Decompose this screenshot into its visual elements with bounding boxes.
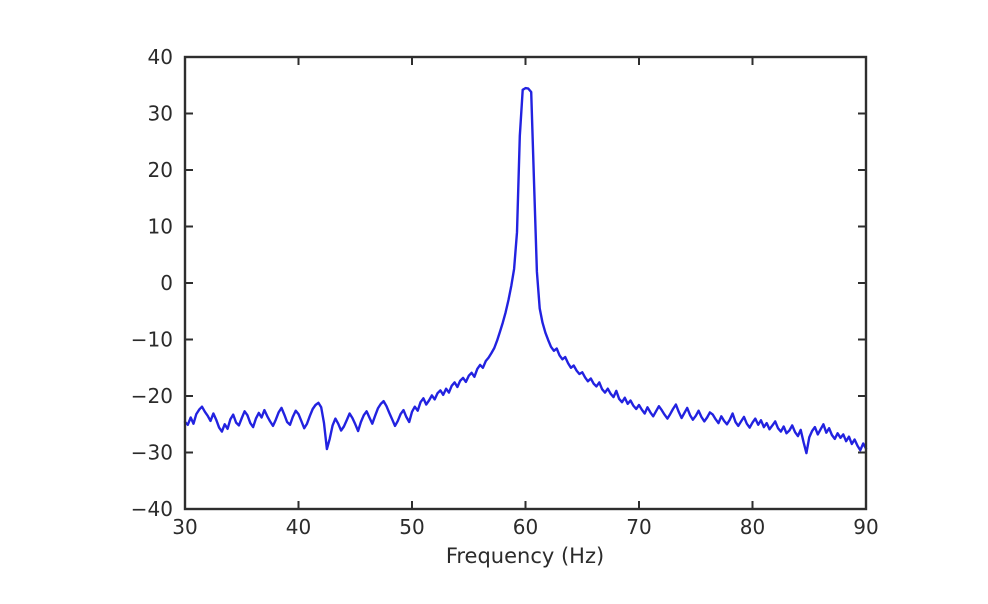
x-tick-label: 80 — [740, 515, 765, 539]
y-tick-label: 40 — [148, 45, 173, 69]
plot-area — [185, 57, 866, 509]
y-tick-label: 20 — [148, 158, 173, 182]
y-tick-label: −20 — [131, 384, 173, 408]
y-tick-label: −40 — [131, 497, 173, 521]
spectrum-line — [183, 86, 868, 455]
x-tick-label: 30 — [172, 515, 197, 539]
y-tick-label: 10 — [148, 215, 173, 239]
x-tick-label: 70 — [626, 515, 651, 539]
y-tick-label: 30 — [148, 102, 173, 126]
axis-tick-labels: 30 40 50 60 70 80 90 40 30 20 10 0 −10 −20 −30 −40 — [131, 45, 879, 539]
x-tick-label: 40 — [286, 515, 311, 539]
plot-frame — [183, 55, 868, 511]
x-tick-label: 90 — [853, 515, 878, 539]
x-tick-label: 50 — [399, 515, 424, 539]
x-tick-label: 60 — [513, 515, 538, 539]
x-axis-label: Frequency (Hz) — [446, 544, 604, 568]
y-tick-label: 0 — [160, 271, 173, 295]
y-tick-label: −10 — [131, 328, 173, 352]
y-tick-label: −30 — [131, 441, 173, 465]
